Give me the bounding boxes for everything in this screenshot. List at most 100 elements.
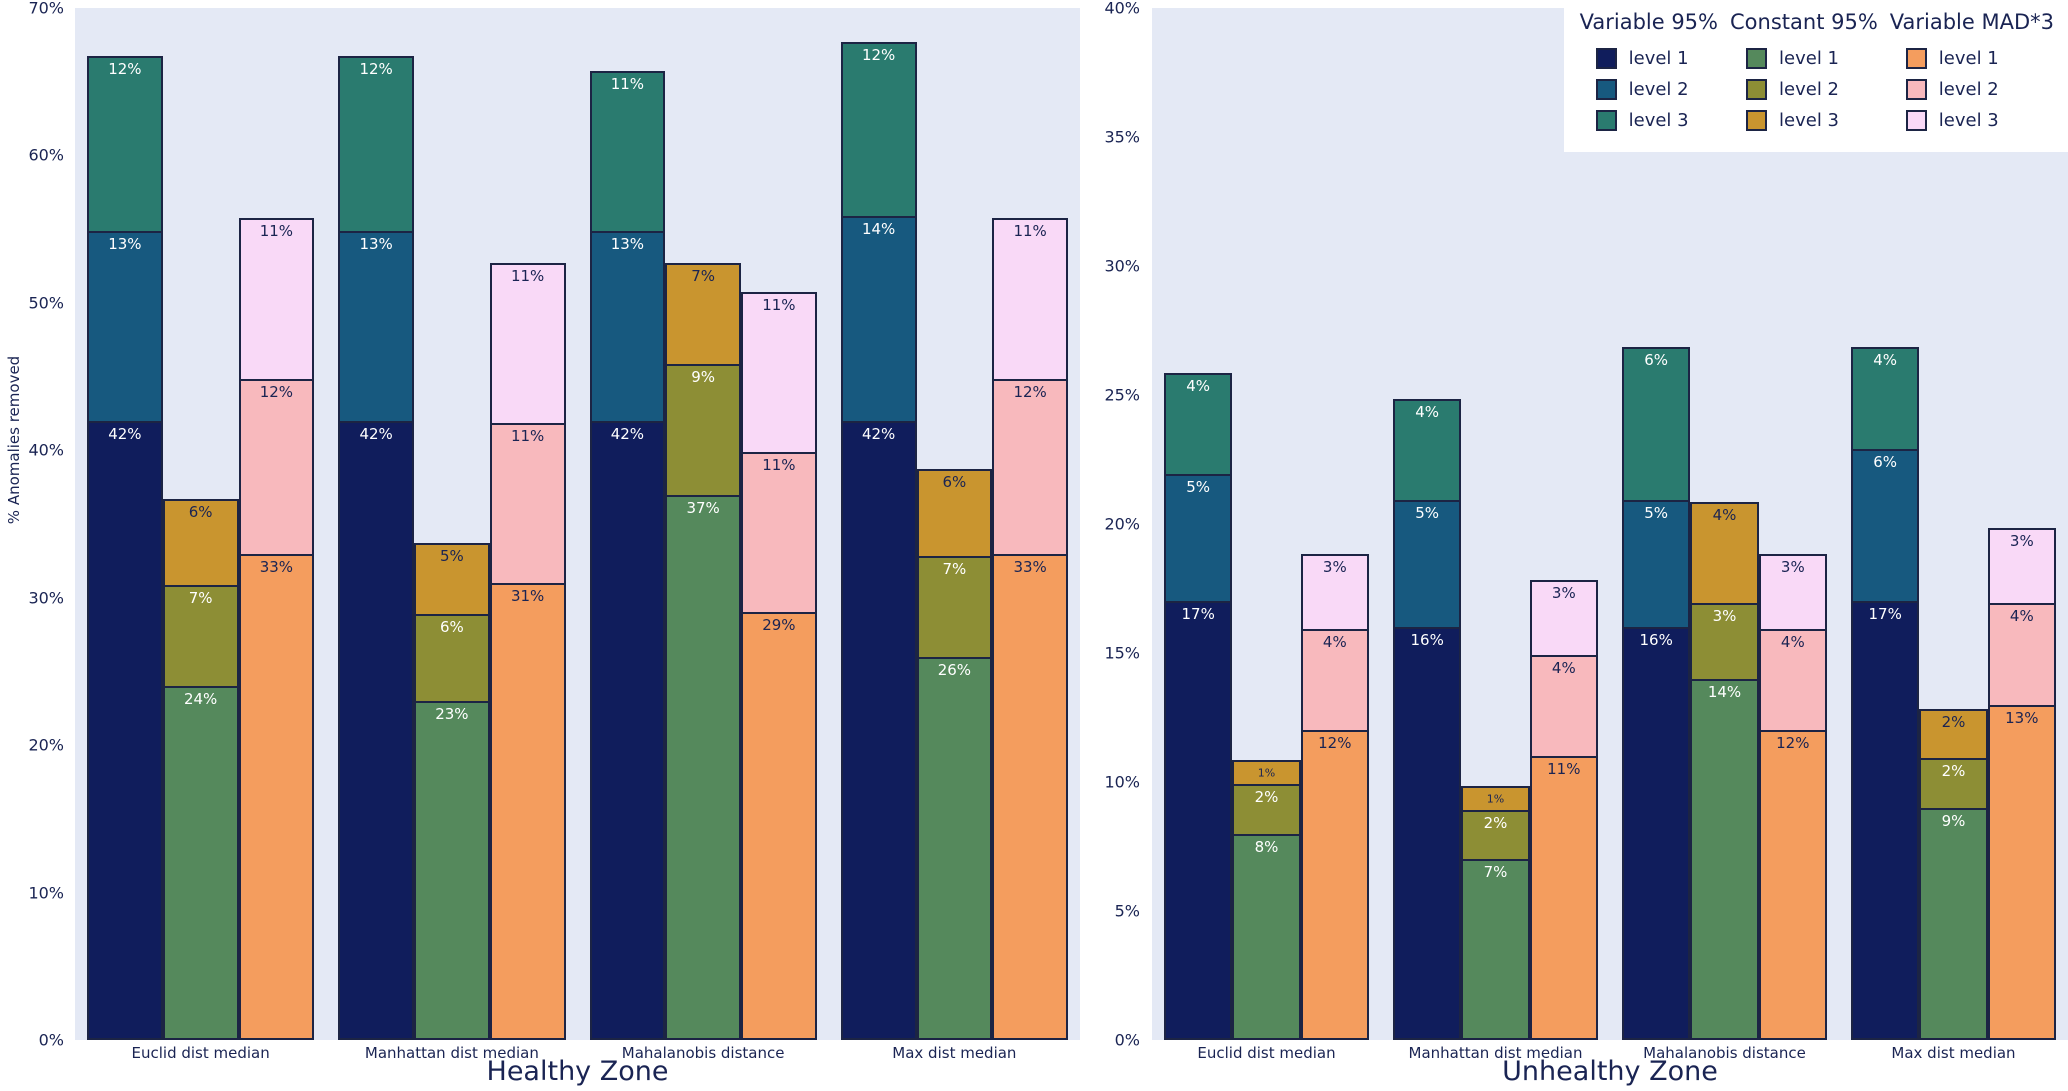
bar-segment-level-3: 11% — [992, 218, 1068, 381]
segment-value-label: 1% — [1257, 766, 1276, 780]
segment-value-label: 13% — [610, 235, 645, 254]
y-axis-healthy: 0% 10% 20% 30% 40% 50% 60% 70% — [0, 0, 70, 1050]
segment-value-label: 8% — [1254, 837, 1279, 856]
segment-value-label: 7% — [1483, 863, 1508, 882]
y-tick-label: 5% — [1114, 901, 1140, 921]
bar-segment-level-1: 31% — [489, 582, 566, 1040]
bar-segment-level-3: 12% — [87, 56, 163, 234]
segment-value-label: 33% — [259, 557, 294, 576]
legend-group-title: Variable 95% — [1579, 10, 1719, 34]
bar-segment-level-1: 17% — [1851, 601, 1920, 1040]
stacked-bar-variable-mad-3: 33% 12% 11% — [238, 8, 315, 1040]
segment-value-label: 2% — [1941, 762, 1966, 781]
bar-segment-level-3: 1% — [1232, 760, 1301, 787]
segment-value-label: 11% — [1013, 222, 1047, 241]
x-category-label: Euclid dist median — [1197, 1044, 1336, 1062]
bar-segment-level-2: 4% — [1300, 629, 1369, 733]
segment-value-label: 13% — [2005, 708, 2039, 727]
y-tick-label: 0% — [1114, 1030, 1140, 1050]
legend-item: level 3 — [1595, 110, 1718, 131]
segment-value-label: 9% — [1941, 811, 1966, 830]
bar-segment-level-1: 42% — [589, 420, 666, 1040]
x-category-label: Manhattan dist median — [364, 1044, 539, 1062]
bar-segment-level-1: 7% — [1461, 859, 1530, 1040]
legend-column: Variable MAD*3 level 1 level 2 level 3 — [1890, 10, 2054, 136]
bar-group-manhattan-dist-median: 42% 13% 12% 23% 6% 5% 31% 11% 11% — [338, 8, 566, 1040]
stacked-bar-variable-95-: 42% 13% 12% — [338, 8, 414, 1040]
segment-value-label: 12% — [108, 60, 142, 79]
bar-segment-level-2: 9% — [665, 363, 741, 497]
segment-value-label: 23% — [435, 704, 469, 723]
segment-value-label: 2% — [1941, 712, 1966, 731]
stacked-bar-variable-mad-3: 33% 12% 11% — [992, 8, 1068, 1040]
segment-value-label: 3% — [2009, 532, 2034, 551]
bar-group-max-dist-median: 42% 14% 12% 26% 7% 6% 33% 12% 11% — [840, 8, 1068, 1040]
bar-segment-level-3: 3% — [1529, 579, 1598, 658]
bar-segment-level-2: 13% — [87, 231, 163, 423]
bar-segment-level-1: 24% — [162, 686, 239, 1040]
segment-value-label: 11% — [762, 456, 796, 475]
x-category-label: Euclid dist median — [131, 1044, 270, 1062]
segment-value-label: 2% — [1254, 788, 1279, 807]
segment-value-label: 11% — [610, 75, 645, 93]
y-tick-label: 60% — [28, 145, 64, 165]
x-axis-title-unhealthy: Unhealthy Zone — [1502, 1056, 1718, 1087]
segment-value-label: 5% — [1644, 504, 1669, 523]
segment-value-label: 11% — [762, 296, 796, 315]
y-tick-label: 15% — [1104, 643, 1140, 663]
bar-segment-level-1: 12% — [1758, 730, 1827, 1040]
y-tick-label: 20% — [1104, 514, 1140, 534]
bar-segment-level-3: 12% — [840, 41, 917, 219]
segment-value-label: 6% — [1644, 351, 1669, 370]
segment-value-label: 6% — [1873, 452, 1898, 471]
bar-segment-level-1: 26% — [916, 656, 993, 1040]
legend-item: level 2 — [1595, 79, 1718, 100]
bar-segment-level-1: 33% — [238, 553, 315, 1040]
bar-segment-level-2: 6% — [1851, 448, 1920, 604]
segment-value-label: 14% — [861, 220, 896, 239]
legend-item-label: level 2 — [1628, 79, 1689, 100]
segment-value-label: 26% — [937, 660, 972, 679]
segment-value-label: 6% — [188, 502, 213, 521]
bar-segment-level-3: 5% — [414, 542, 490, 617]
bar-segment-level-3: 11% — [589, 71, 666, 234]
y-tick-label: 20% — [28, 735, 64, 755]
segment-value-label: 17% — [1181, 605, 1215, 624]
bar-segment-level-3: 6% — [916, 469, 993, 558]
bar-segment-level-1: 16% — [1622, 627, 1691, 1040]
bar-segment-level-2: 13% — [589, 231, 666, 423]
legend-item: level 1 — [1905, 48, 2054, 69]
stacked-bar-variable-mad-3: 13% 4% 3% — [1987, 8, 2056, 1040]
bar-segment-level-2: 6% — [414, 614, 490, 703]
y-tick-label: 70% — [28, 0, 64, 18]
bar-segment-level-2: 2% — [1461, 809, 1530, 862]
segment-value-label: 11% — [259, 222, 294, 241]
segment-value-label: 12% — [1318, 734, 1352, 753]
segment-value-label: 1% — [1486, 792, 1505, 806]
segment-value-label: 12% — [861, 45, 896, 64]
x-category-label: Manhattan dist median — [1408, 1044, 1583, 1062]
segment-value-label: 24% — [183, 690, 218, 709]
stacked-bar-variable-95-: 16% 5% 6% — [1622, 8, 1691, 1040]
segment-value-label: 12% — [359, 60, 393, 79]
segment-value-label: 9% — [691, 367, 716, 386]
x-category-label: Mahalanobis distance — [621, 1044, 785, 1062]
y-tick-label: 35% — [1104, 127, 1140, 147]
legend-item: level 2 — [1746, 79, 1878, 100]
stacked-bar-variable-mad-3: 29% 11% 11% — [741, 8, 817, 1040]
bar-segment-level-3: 11% — [238, 218, 315, 381]
stacked-bar-variable-mad-3: 11% 4% 3% — [1529, 8, 1598, 1040]
segment-value-label: 4% — [1873, 351, 1898, 370]
legend-swatch — [1595, 110, 1617, 131]
segment-value-label: 4% — [2009, 607, 2034, 626]
legend-swatch — [1746, 79, 1768, 100]
bar-segment-level-1: 16% — [1393, 627, 1462, 1040]
stacked-bar-constant-95-: 26% 7% 6% — [916, 8, 993, 1040]
legend-swatch — [1746, 110, 1768, 131]
stacked-bar-variable-mad-3: 12% 4% 3% — [1758, 8, 1827, 1040]
bar-group-manhattan-dist-median: 16% 5% 4% 7% 2% 1% 11% 4% 3% — [1393, 8, 1598, 1040]
segment-value-label: 3% — [1780, 557, 1805, 576]
bar-segment-level-3: 6% — [1622, 347, 1691, 503]
legend-item-label: level 1 — [1938, 48, 1999, 69]
